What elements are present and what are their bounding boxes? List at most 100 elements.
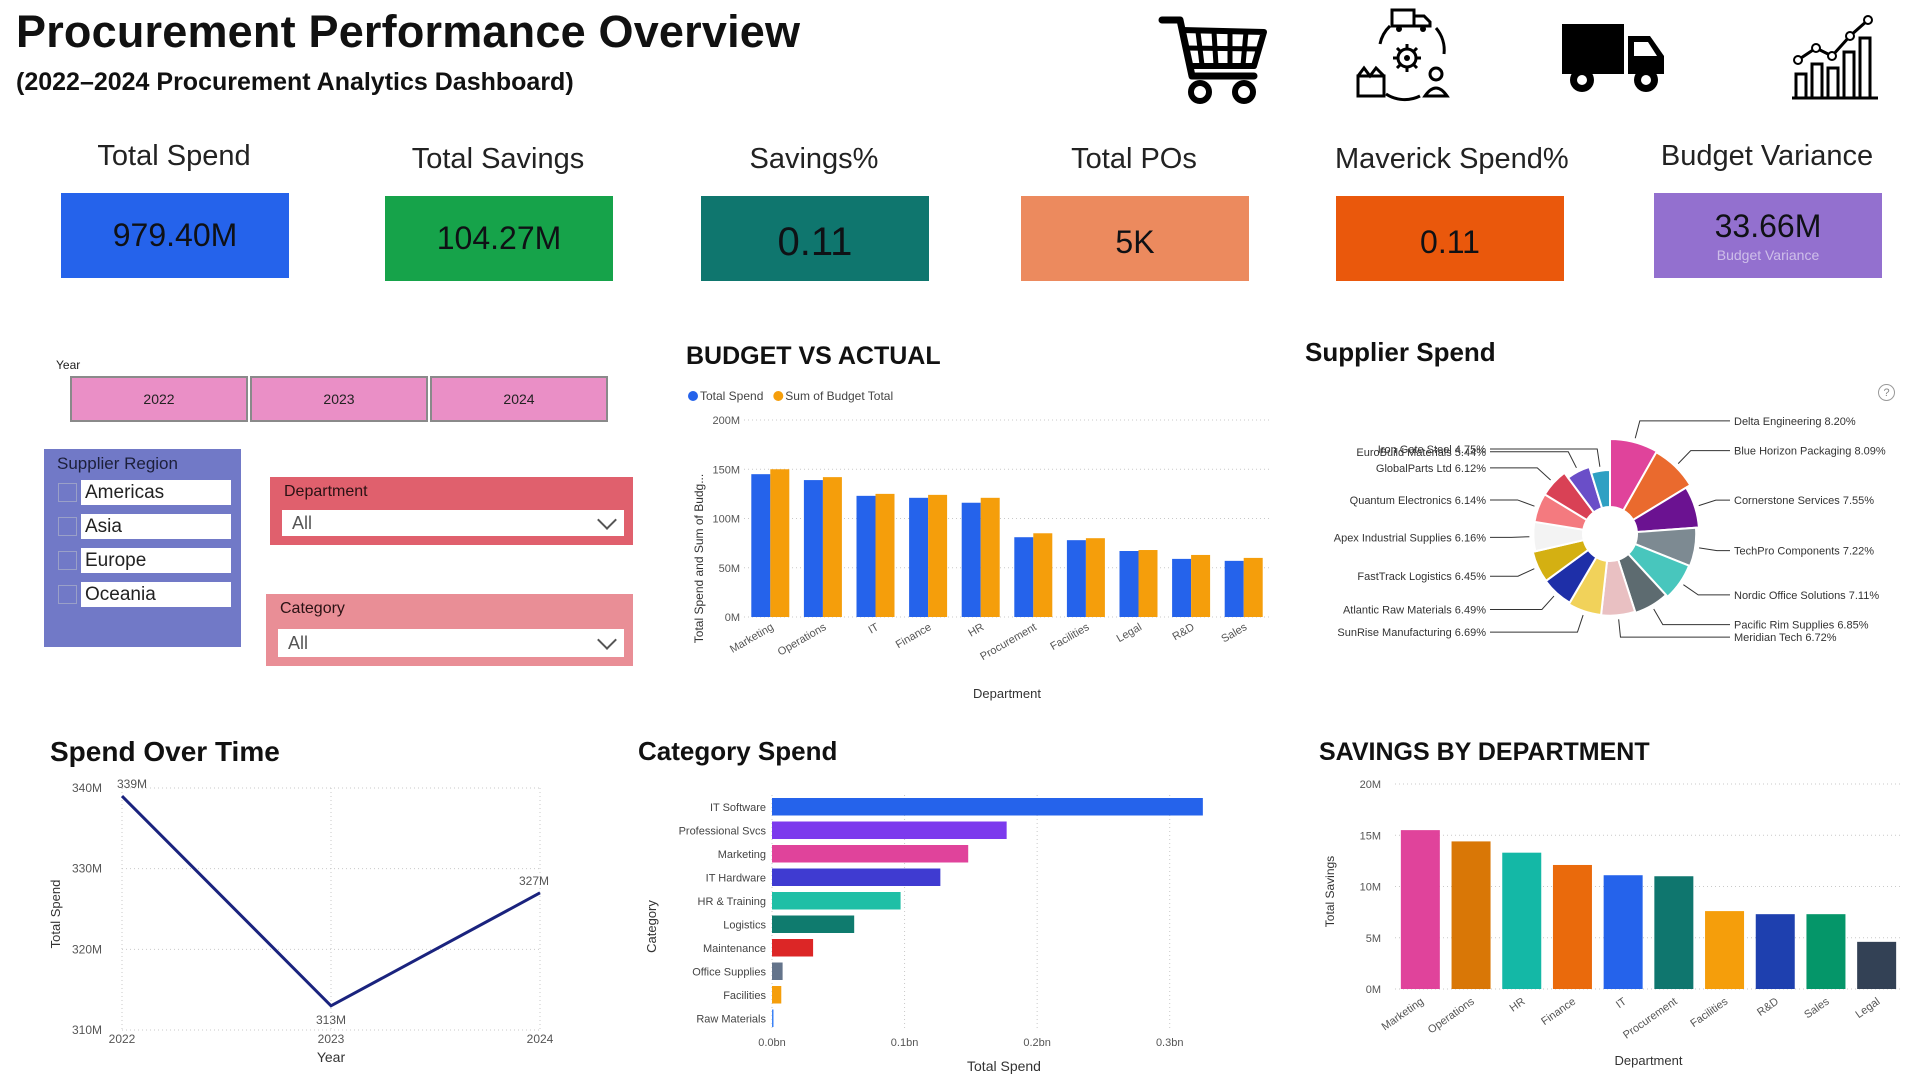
x-tick-label: 0.2bn <box>1023 1037 1051 1049</box>
checkbox[interactable] <box>58 483 77 502</box>
x-tick-label: Sales <box>1219 621 1249 645</box>
bar <box>1224 560 1244 617</box>
leader-line <box>1490 467 1551 481</box>
x-tick-label: Marketing <box>728 621 776 656</box>
leader-line <box>1683 584 1730 596</box>
kpi-card-total-spend[interactable]: 979.40M <box>61 193 289 278</box>
category-value: All <box>288 632 309 653</box>
x-tick-label: Finance <box>1539 996 1578 1028</box>
year-slicer-caption: Year <box>56 358 81 372</box>
category-spend-chart: 0.0bn 0.1bn 0.2bn 0.3bn IT Software Professio… <box>644 795 1203 1074</box>
bar <box>909 497 929 617</box>
region-option-europe[interactable]: Europe <box>44 547 231 574</box>
help-icon[interactable]: ? <box>1878 384 1895 401</box>
leader-line <box>1490 451 1577 469</box>
department-caption: Department <box>284 483 368 500</box>
kpi-value: 0.11 <box>777 220 853 264</box>
kpi-card-maverick-spend[interactable]: 0.11 <box>1336 196 1564 281</box>
pie-label: Cornerstone Services 7.55% <box>1734 495 1874 507</box>
y-axis-title: Total Spend <box>48 880 63 949</box>
year-option-2024[interactable]: 2024 <box>430 376 608 422</box>
kpi-card-savings-pct[interactable]: 0.11 <box>701 196 929 281</box>
x-axis-title: Year <box>317 1049 346 1065</box>
y-tick-label: Raw Materials <box>696 1013 766 1025</box>
series-line <box>120 795 541 1008</box>
savings-by-department-chart: 0M 5M 10M 15M 20M Marketing Operations HR Financ… <box>1323 779 1902 1068</box>
bar <box>751 474 771 617</box>
x-axis-title: Total Spend <box>967 1058 1041 1074</box>
savings-by-department-title: SAVINGS BY DEPARTMENT <box>1319 738 1650 766</box>
bar <box>803 480 823 617</box>
x-tick-label: 2022 <box>109 1032 136 1046</box>
bar <box>1857 941 1897 989</box>
x-axis-title: Department <box>1615 1053 1683 1068</box>
x-tick-label: 0.3bn <box>1156 1037 1184 1049</box>
kpi-card-total-pos[interactable]: 5K <box>1021 196 1249 281</box>
bar <box>1119 551 1139 617</box>
x-tick-label: R&D <box>1170 621 1196 643</box>
x-tick-label: 0.0bn <box>758 1037 786 1049</box>
leader-line <box>1490 568 1535 577</box>
kpi-value: 5K <box>1115 224 1155 260</box>
leader-line <box>1490 499 1535 507</box>
shopping-cart-icon <box>1158 10 1270 110</box>
bar <box>1014 537 1034 617</box>
bar <box>772 915 855 933</box>
pie-slice <box>1631 486 1700 534</box>
category-dropdown[interactable]: All <box>278 629 624 657</box>
kpi-card-total-savings[interactable]: 104.27M <box>385 196 613 281</box>
pie-label: Atlantic Raw Materials 6.49% <box>1343 604 1486 616</box>
bar <box>772 986 782 1004</box>
y-tick-label: Maintenance <box>703 943 766 955</box>
bar <box>1755 914 1795 989</box>
category-slicer: Category All <box>266 594 633 666</box>
region-option-oceania[interactable]: Oceania <box>44 581 231 608</box>
x-tick-label: Operations <box>776 621 829 659</box>
pie-slice <box>1589 468 1611 510</box>
bar <box>1806 914 1846 989</box>
x-tick-label: Facilities <box>1688 995 1730 1030</box>
y-axis-title: Total Savings <box>1323 856 1337 927</box>
y-tick-label: 310M <box>72 1023 102 1037</box>
spend-over-time-title: Spend Over Time <box>50 736 280 767</box>
bar <box>772 939 814 957</box>
leader-line <box>1490 536 1530 538</box>
page-title: Procurement Performance Overview <box>16 6 801 57</box>
y-tick-label: 200M <box>712 415 740 427</box>
x-tick-label: Legal <box>1115 621 1144 645</box>
y-tick-label: 20M <box>1360 779 1381 791</box>
checkbox[interactable] <box>58 551 77 570</box>
pie-label: GlobalParts Ltd 6.12% <box>1376 463 1486 475</box>
x-tick-label: Procurement <box>1621 996 1679 1042</box>
kpi-value: 104.27M <box>436 220 562 256</box>
chevron-down-icon <box>597 630 617 650</box>
bar <box>1243 557 1263 617</box>
supply-chain-cycle-icon <box>1352 6 1462 111</box>
region-option-americas[interactable]: Americas <box>44 479 231 506</box>
kpi-card-budget-variance[interactable]: 33.66M Budget Variance <box>1654 193 1882 278</box>
bar <box>772 1009 774 1027</box>
leader-line <box>1490 448 1601 467</box>
region-option-asia[interactable]: Asia <box>44 513 231 540</box>
region-label: Americas <box>81 480 231 505</box>
checkbox[interactable] <box>58 517 77 536</box>
spend-over-time-chart: 310M 320M 330M 340M 2022 2023 2024 339M 313M 327M… <box>48 777 554 1065</box>
growth-bar-chart-icon <box>1790 10 1880 107</box>
delivery-truck-icon <box>1560 16 1668 101</box>
year-option-2022[interactable]: 2022 <box>70 376 248 422</box>
category-caption: Category <box>280 600 345 617</box>
kpi-label-maverick-spend: Maverick Spend% <box>1335 143 1569 175</box>
bar <box>980 497 1000 617</box>
x-tick-label: IT <box>867 621 882 636</box>
y-tick-label: 50M <box>719 563 740 575</box>
bar <box>875 493 895 617</box>
year-option-2023[interactable]: 2023 <box>250 376 428 422</box>
bar <box>856 495 876 617</box>
x-tick-label: Marketing <box>1380 996 1426 1034</box>
department-dropdown[interactable]: All <box>282 510 624 536</box>
bar <box>1603 875 1643 989</box>
region-label: Oceania <box>81 582 231 607</box>
y-tick-label: IT Hardware <box>706 872 766 884</box>
leader-line <box>1618 619 1730 638</box>
checkbox[interactable] <box>58 585 77 604</box>
